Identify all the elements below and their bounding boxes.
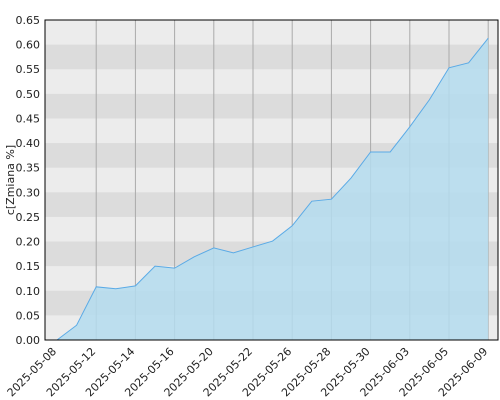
y-tick-label: 0.65: [16, 14, 41, 27]
y-tick-label: 0.60: [16, 39, 41, 52]
y-tick-label: 0.40: [16, 137, 41, 150]
y-tick-label: 0.20: [16, 236, 41, 249]
y-tick-label: 0.45: [16, 112, 41, 125]
y-tick-label: 0.00: [16, 334, 41, 347]
plot-border: [44, 19, 499, 341]
y-tick-label: 0.05: [16, 309, 41, 322]
y-tick-label: 0.50: [16, 88, 41, 101]
y-axis-label: c[Zmiana %]: [4, 145, 17, 215]
y-tick-label: 0.15: [16, 260, 41, 273]
y-tick-label: 0.25: [16, 211, 41, 224]
y-tick-label: 0.55: [16, 63, 41, 76]
y-tick-label: 0.30: [16, 186, 41, 199]
band: [45, 44, 498, 70]
area: [57, 38, 489, 340]
line: [56, 37, 489, 341]
y-tick-label: 0.35: [16, 162, 41, 175]
y-tick-label: 0.10: [16, 285, 41, 298]
